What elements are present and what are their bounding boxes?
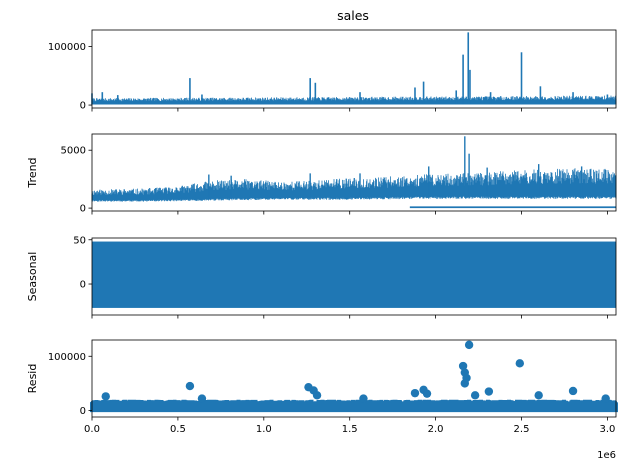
subplot-panels: 0 100000 0 5000 Trend 0 50 Seasonal 0 100000 Resid…: [26, 29, 618, 435]
trend-series-line: [91, 168, 617, 202]
resid-point: [185, 381, 195, 391]
y-tick-label: 50: [73, 235, 86, 246]
y-axis-title-seasonal: Seasonal: [26, 252, 39, 302]
y-tick-label: 100000: [48, 352, 86, 363]
resid-point: [359, 394, 368, 403]
y-tick-label: 100000: [48, 42, 86, 53]
resid-point: [410, 388, 420, 398]
figure-title: sales: [337, 8, 369, 23]
seasonal-band: [92, 241, 616, 308]
resid-point: [470, 391, 480, 400]
resid-point: [458, 361, 468, 371]
resid-point: [515, 359, 524, 368]
y-tick-label: 0: [80, 406, 86, 417]
resid-point: [101, 392, 110, 401]
resid-point: [568, 386, 578, 396]
y-axis-title-trend: Trend: [26, 157, 39, 188]
y-tick-label: 0: [80, 280, 86, 291]
x-tick-label: 0.5: [170, 424, 186, 435]
resid-dense-band: [90, 399, 618, 413]
resid-point: [601, 394, 610, 403]
y-tick-label: 5000: [61, 146, 86, 157]
resid-point: [422, 389, 432, 398]
y-tick-label: 0: [80, 204, 86, 215]
x-tick-label: 2.0: [428, 424, 444, 435]
axes-frame-observed: [91, 29, 617, 109]
x-tick-label: 0.0: [84, 424, 100, 435]
axes-frame-trend: [91, 133, 617, 212]
x-tick-label: 1.5: [342, 424, 358, 435]
subplot-trend: 0 5000 Trend: [26, 133, 617, 215]
resid-point: [197, 394, 207, 403]
subplot-resid: 0 100000 Resid 0.0 0.5 1.0 1.5 2.0 2.5 3.0: [26, 339, 618, 435]
resid-point: [464, 340, 474, 350]
y-tick-label: 0: [80, 101, 86, 112]
trend-floor-band: [409, 206, 616, 209]
subplot-observed: 0 100000: [48, 29, 617, 112]
y-axis-title-resid: Resid: [26, 364, 39, 394]
x-offset-label: 1e6: [597, 450, 616, 461]
resid-point: [462, 373, 471, 383]
resid-point: [484, 387, 494, 396]
axes-frame-seasonal: [91, 237, 617, 316]
axes-frame-resid: [91, 339, 617, 418]
resid-point: [312, 391, 322, 400]
subplot-seasonal: 0 50 Seasonal: [26, 235, 617, 319]
x-tick-label: 1.0: [256, 424, 272, 435]
x-tick-label: 3.0: [599, 424, 615, 435]
x-tick-label: 2.5: [514, 424, 530, 435]
resid-point: [534, 391, 543, 400]
observed-series-line: [91, 95, 617, 105]
